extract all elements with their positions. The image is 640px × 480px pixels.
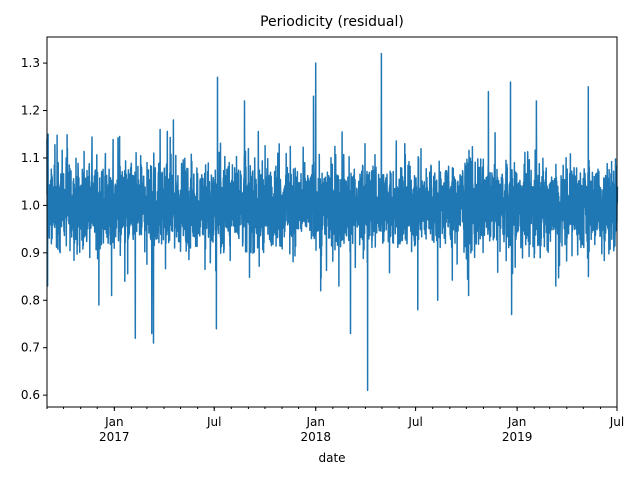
x-tick-label: Jan [104,415,124,429]
y-tick-label: 0.9 [21,246,40,260]
x-tick-year-label: 2017 [99,430,130,444]
y-tick-label: 0.7 [21,341,40,355]
plot-area [46,52,619,392]
x-axis-label: date [318,451,345,465]
x-tick-label: Jan [305,415,325,429]
x-tick-label: Jul [206,415,221,429]
y-tick-label: 1.2 [21,104,40,118]
y-tick-label: 1.3 [21,56,40,70]
y-tick-label: 1.1 [21,151,40,165]
y-tick-label: 1.0 [21,198,40,212]
series-line [46,52,619,392]
y-tick-label: 0.6 [21,388,40,402]
chart-title: Periodicity (residual) [260,14,404,30]
x-tick-label: Jul [407,415,422,429]
y-tick-label: 0.8 [21,293,40,307]
x-tick-year-label: 2018 [300,430,331,444]
y-axis: 0.6 0.7 0.8 0.9 1.0 1.1 1.2 1.3 [21,56,47,402]
axes-frame [46,36,618,408]
x-tick-label: Jul [609,415,624,429]
x-tick-label: Jan [507,415,527,429]
x-tick-year-label: 2019 [502,430,533,444]
